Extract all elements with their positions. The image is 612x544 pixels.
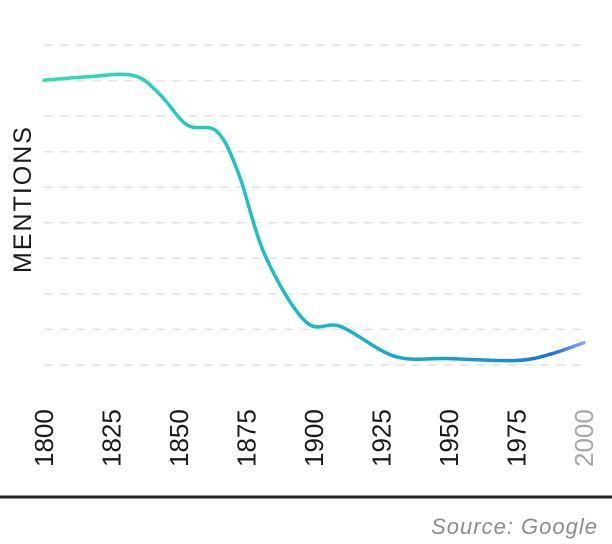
x-tick-label: 1850 xyxy=(164,409,194,467)
horizontal-gridlines xyxy=(44,44,584,366)
x-tick-label: 1925 xyxy=(367,409,397,467)
x-tick-label: 1875 xyxy=(232,409,262,467)
x-tick-label: 1900 xyxy=(299,409,329,467)
x-tick-label: 1800 xyxy=(29,409,59,467)
y-axis-label: MENTIONS xyxy=(9,125,37,273)
source-attribution: Source: Google xyxy=(431,514,598,539)
x-tick-label: 1950 xyxy=(434,409,464,467)
x-tick-label: 2000 xyxy=(569,409,599,467)
x-tick-label: 1975 xyxy=(502,409,532,467)
x-tick-label: 1825 xyxy=(97,409,127,467)
x-axis-tick-labels: 1800 1825 1850 1875 1900 1925 1950 1975 2000 xyxy=(29,409,599,467)
series-line xyxy=(42,72,586,363)
